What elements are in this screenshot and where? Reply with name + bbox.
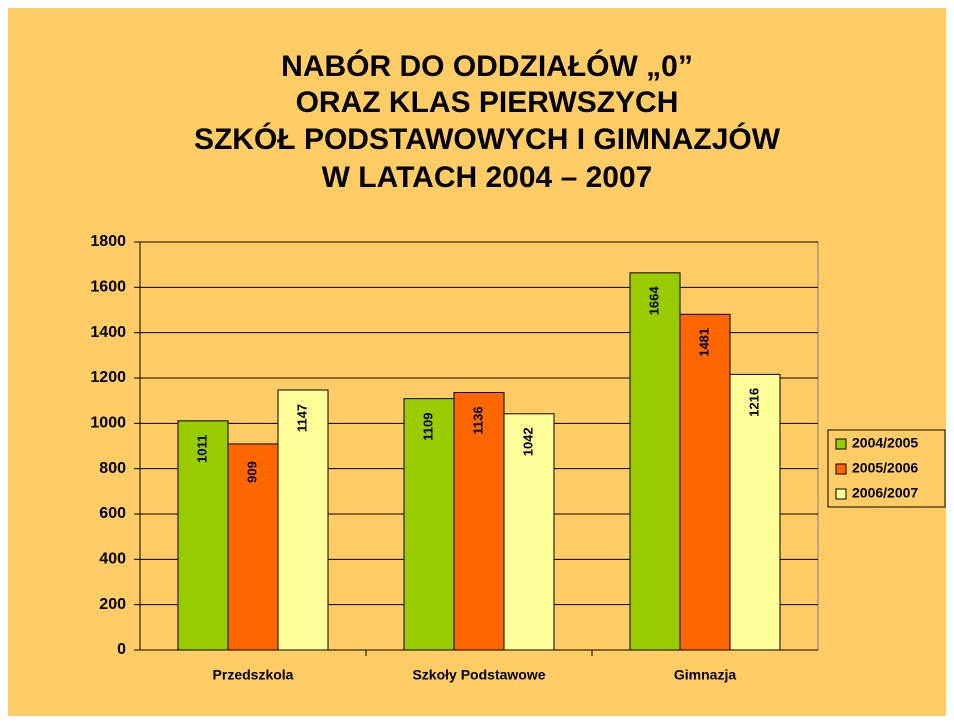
y-tick-label: 800 xyxy=(99,460,126,477)
data-label: 1136 xyxy=(470,406,485,434)
legend-swatch xyxy=(835,463,847,475)
chart-title: SZKÓŁ PODSTAWOWYCH I GIMNAZJÓW xyxy=(194,122,781,156)
data-label: 1664 xyxy=(646,286,661,316)
legend-label: 2005/2006 xyxy=(852,460,918,476)
y-tick-label: 1600 xyxy=(90,279,126,296)
bar xyxy=(277,389,329,651)
chart-title: NABÓR DO ODDZIAŁÓW „0” xyxy=(281,49,693,83)
x-tick-label: Szkoły Podstawowe xyxy=(412,667,545,683)
data-label: 909 xyxy=(244,461,259,483)
y-tick-label: 1200 xyxy=(90,369,126,386)
data-label: 1216 xyxy=(746,388,761,417)
chart-title: W LATACH 2004 – 2007 xyxy=(322,161,653,194)
data-label: 1147 xyxy=(294,404,309,432)
legend-label: 2004/2005 xyxy=(852,435,918,451)
y-tick-label: 1000 xyxy=(90,415,126,432)
bar xyxy=(503,413,555,651)
x-tick-label: Przedszkola xyxy=(213,667,294,683)
y-tick-label: 0 xyxy=(117,641,126,658)
bar xyxy=(453,392,505,651)
legend-label: 2006/2007 xyxy=(852,485,918,501)
data-label: 1109 xyxy=(420,413,435,441)
bar xyxy=(679,313,731,651)
chart-title: ORAZ KLAS PIERWSZYCH xyxy=(296,86,679,119)
y-tick-label: 1400 xyxy=(90,324,126,341)
data-label: 1481 xyxy=(696,328,711,357)
data-label: 1011 xyxy=(194,435,209,463)
data-label: 1042 xyxy=(520,427,535,456)
bar xyxy=(227,443,279,651)
bar xyxy=(177,420,229,651)
bar xyxy=(629,272,681,651)
y-tick-label: 200 xyxy=(99,596,126,613)
legend-box xyxy=(827,429,946,508)
legend-swatch xyxy=(835,438,847,450)
legend-swatch xyxy=(835,488,847,500)
x-tick-label: Gimnazja xyxy=(674,667,736,683)
bar xyxy=(729,373,781,651)
y-tick-label: 400 xyxy=(99,551,126,568)
y-tick-label: 600 xyxy=(99,505,126,522)
y-tick-label: 1800 xyxy=(90,233,126,250)
